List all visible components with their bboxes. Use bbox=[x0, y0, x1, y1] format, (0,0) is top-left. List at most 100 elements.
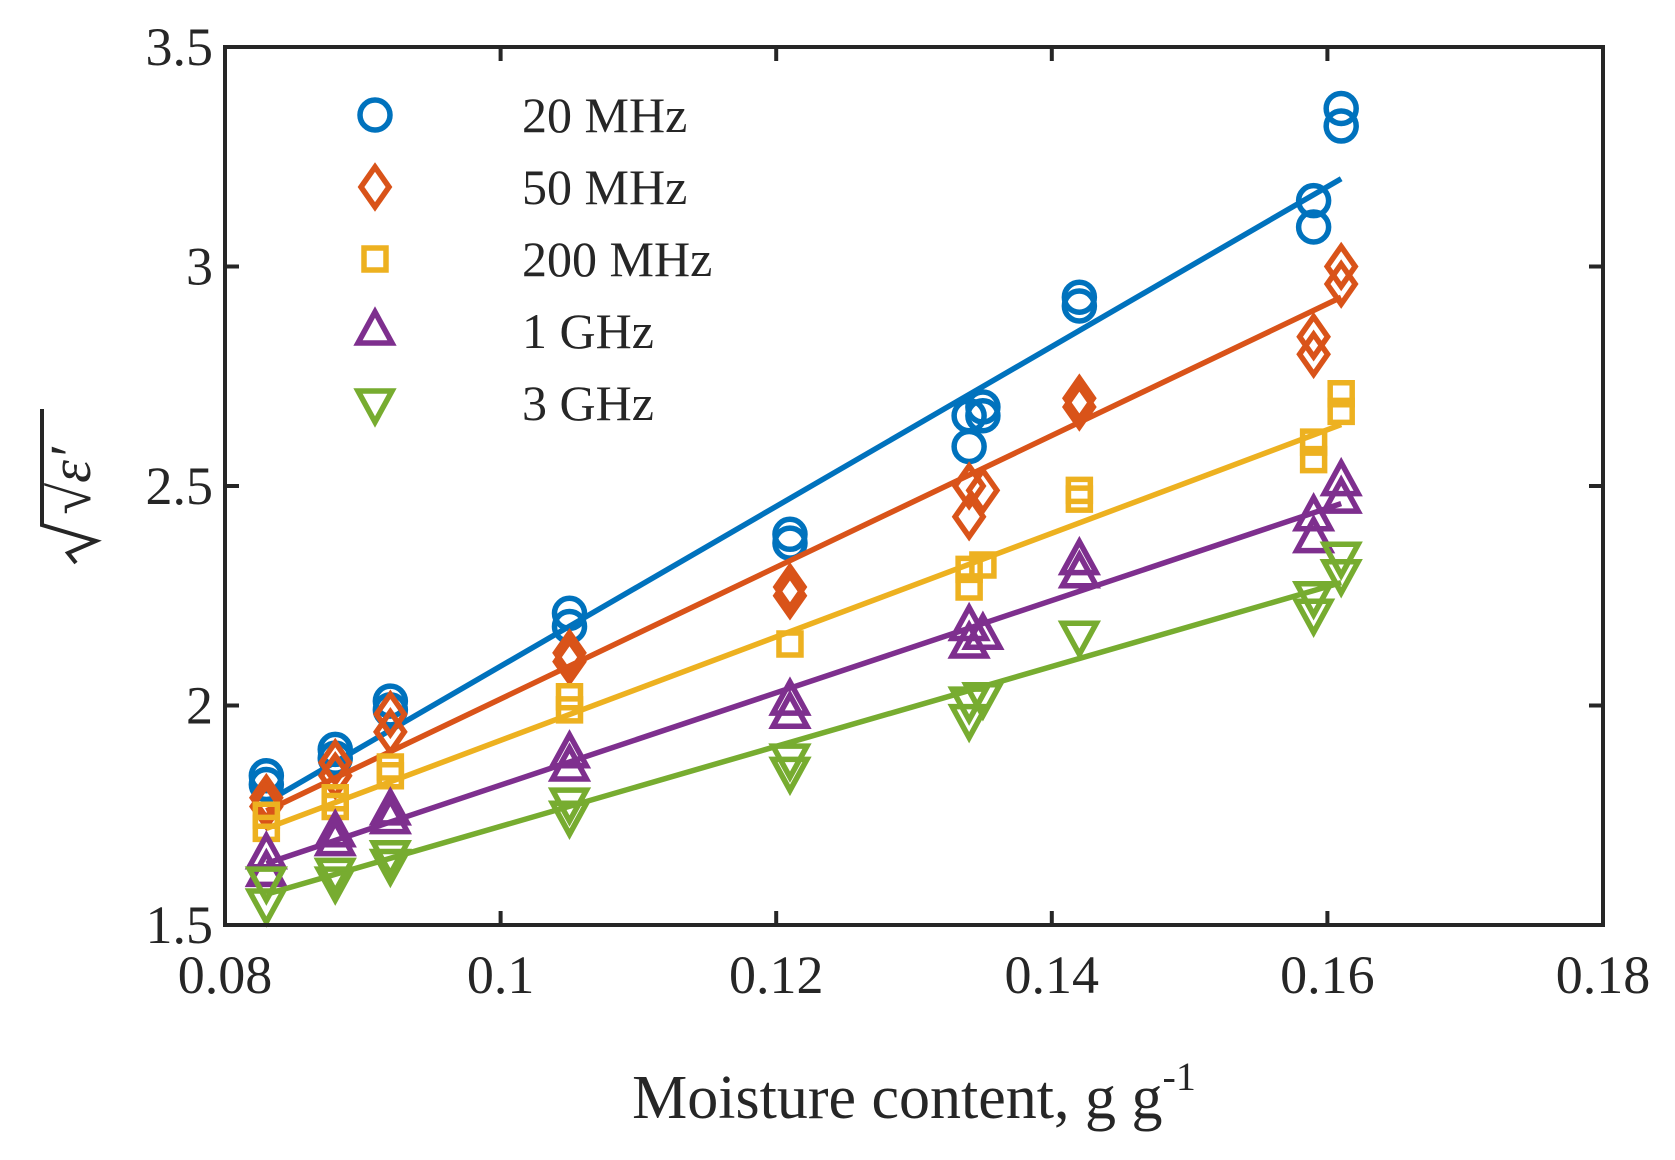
data-point bbox=[1299, 445, 1328, 474]
data-point bbox=[1323, 108, 1359, 144]
square-icon bbox=[361, 245, 389, 273]
data-point bbox=[1057, 535, 1102, 576]
data-point bbox=[244, 888, 288, 928]
data-point bbox=[961, 681, 1005, 722]
y-axis-label: √ε′ bbox=[38, 409, 103, 565]
data-point bbox=[1291, 513, 1336, 554]
legend-item: 1 GHz bbox=[353, 303, 654, 359]
data-point bbox=[768, 756, 812, 797]
fit-line bbox=[265, 579, 1342, 897]
data-point bbox=[1061, 288, 1098, 324]
data-point bbox=[555, 696, 584, 724]
data-point bbox=[969, 551, 997, 579]
data-point bbox=[951, 428, 987, 465]
legend-item: 20 MHz bbox=[357, 87, 687, 143]
data-point bbox=[547, 742, 592, 782]
data-point bbox=[1323, 259, 1359, 309]
circle-icon bbox=[357, 97, 393, 133]
data-point bbox=[248, 766, 285, 803]
series-200-mhz bbox=[252, 380, 1355, 843]
y-tick-label: 2 bbox=[186, 676, 213, 736]
x-tick-label: 0.16 bbox=[1280, 945, 1375, 1005]
fit-line bbox=[264, 176, 1343, 805]
data-point bbox=[1319, 456, 1363, 497]
data-point bbox=[961, 610, 1005, 651]
data-point bbox=[947, 703, 991, 744]
data-point bbox=[313, 866, 357, 906]
data-point bbox=[313, 857, 357, 898]
y-axis-label-text: √ε′ bbox=[38, 446, 103, 515]
data-point bbox=[552, 628, 587, 678]
data-point bbox=[313, 808, 357, 848]
legend-item: 3 GHz bbox=[353, 375, 654, 431]
data-point bbox=[1057, 549, 1102, 589]
data-point bbox=[1319, 474, 1363, 514]
legend-label: 20 MHz bbox=[522, 87, 687, 143]
legend-item: 50 MHz bbox=[357, 159, 687, 215]
data-point bbox=[547, 729, 592, 769]
data-point bbox=[768, 676, 812, 716]
data-point bbox=[313, 816, 357, 857]
data-point bbox=[1291, 598, 1336, 639]
data-point bbox=[772, 570, 808, 621]
y-tick-label: 3.5 bbox=[146, 17, 214, 77]
sqrt-sign-icon bbox=[40, 409, 102, 565]
data-point bbox=[1296, 311, 1331, 362]
data-point bbox=[1319, 559, 1363, 599]
data-point bbox=[368, 840, 413, 880]
data-point bbox=[1057, 620, 1102, 660]
legend-label: 200 MHz bbox=[522, 231, 712, 287]
data-point bbox=[373, 707, 408, 757]
triangle-up-icon bbox=[353, 306, 397, 346]
data-point bbox=[768, 689, 812, 730]
triangle-down-icon bbox=[353, 388, 397, 428]
data-point bbox=[376, 761, 405, 790]
y-tick-label: 1.5 bbox=[146, 895, 214, 955]
data-point bbox=[244, 866, 288, 906]
x-tick-label: 0.18 bbox=[1556, 945, 1651, 1005]
series-20-mhz bbox=[248, 90, 1359, 805]
data-point bbox=[1323, 90, 1359, 127]
data-point bbox=[552, 636, 587, 687]
data-point bbox=[368, 794, 413, 835]
data-point bbox=[252, 814, 281, 843]
data-point bbox=[776, 630, 804, 658]
data-point bbox=[368, 848, 413, 889]
data-point bbox=[965, 398, 1001, 434]
legend: 20 MHz 50 MHz 200 MHz 1 GHz 3 GHz bbox=[353, 87, 712, 431]
data-point bbox=[368, 786, 413, 826]
x-axis-label: Moisture content, g g-1 bbox=[632, 1054, 1196, 1132]
data-point bbox=[1323, 241, 1359, 292]
data-point bbox=[772, 562, 808, 612]
data-point bbox=[1065, 485, 1094, 513]
data-point bbox=[1295, 182, 1332, 219]
diamond-icon bbox=[357, 162, 393, 212]
fit-line bbox=[265, 294, 1343, 814]
fit-line bbox=[265, 500, 1343, 867]
series-3-ghz bbox=[244, 541, 1363, 928]
data-point bbox=[547, 800, 592, 840]
x-tick-label: 0.12 bbox=[729, 945, 824, 1005]
legend-item: 200 MHz bbox=[361, 231, 712, 287]
data-point bbox=[321, 792, 349, 821]
plot-area-frame bbox=[223, 45, 1605, 927]
y-tick-label: 3 bbox=[186, 237, 213, 297]
y-tick-label: 2.5 bbox=[146, 456, 214, 516]
data-point bbox=[373, 689, 408, 740]
data-point bbox=[947, 619, 991, 659]
data-point bbox=[1295, 209, 1332, 245]
x-tick-label: 0.08 bbox=[178, 945, 273, 1005]
data-point bbox=[1296, 329, 1331, 380]
data-point bbox=[1327, 397, 1355, 426]
x-tick-label: 0.14 bbox=[1005, 945, 1100, 1005]
data-point bbox=[951, 491, 987, 542]
legend-label: 3 GHz bbox=[522, 375, 654, 431]
fit-line bbox=[265, 421, 1343, 831]
data-point bbox=[965, 465, 1001, 516]
legend-label: 1 GHz bbox=[522, 303, 654, 359]
data-point bbox=[1062, 382, 1097, 432]
data-point bbox=[317, 737, 353, 788]
legend-label: 50 MHz bbox=[522, 159, 687, 215]
